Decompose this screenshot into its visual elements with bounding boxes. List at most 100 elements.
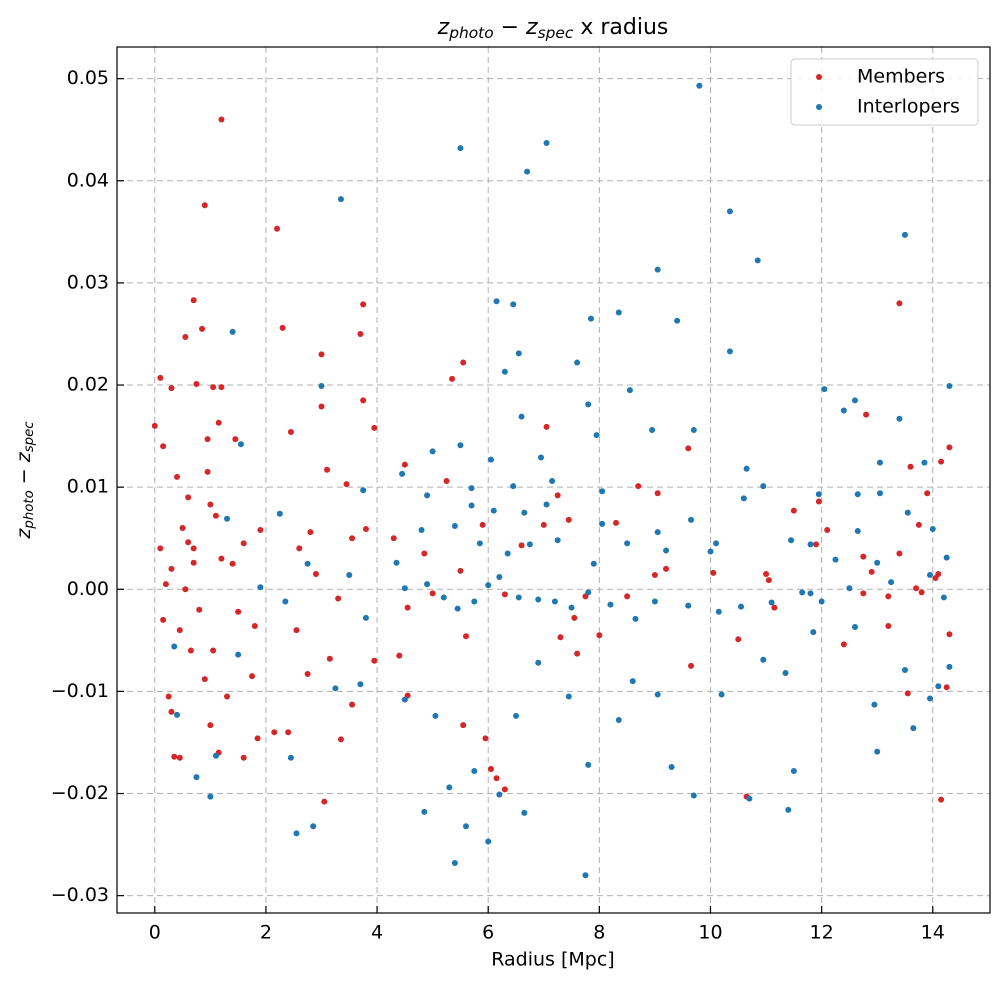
point <box>310 823 317 830</box>
point <box>357 330 364 337</box>
point <box>885 593 892 600</box>
point <box>176 627 183 634</box>
legend-marker <box>816 104 822 110</box>
point <box>785 806 792 813</box>
point <box>157 374 164 381</box>
point <box>926 571 933 578</box>
point <box>151 422 158 429</box>
point <box>457 442 464 449</box>
point <box>462 633 469 640</box>
point <box>946 663 953 670</box>
point <box>840 641 847 648</box>
label-part: photo <box>22 490 37 529</box>
point <box>649 426 656 433</box>
point <box>346 571 353 578</box>
point <box>487 766 494 773</box>
point <box>171 753 178 760</box>
point <box>946 383 953 390</box>
point <box>371 424 378 431</box>
point <box>493 775 500 782</box>
point <box>487 456 494 463</box>
point <box>938 458 945 465</box>
point <box>237 441 244 448</box>
point <box>224 515 231 522</box>
point <box>688 516 695 523</box>
point <box>585 401 592 408</box>
point <box>157 545 164 552</box>
point <box>524 168 531 175</box>
point <box>390 535 397 542</box>
point <box>235 651 242 658</box>
point <box>599 520 606 527</box>
point <box>285 729 292 736</box>
point <box>690 426 697 433</box>
point <box>187 647 194 654</box>
point <box>740 495 747 502</box>
point <box>921 459 928 466</box>
point <box>185 494 192 501</box>
point <box>343 481 350 488</box>
point <box>871 701 878 708</box>
point <box>868 568 875 575</box>
point <box>807 541 814 548</box>
point <box>549 478 556 485</box>
point <box>176 754 183 761</box>
point <box>874 748 881 755</box>
point <box>915 521 922 528</box>
point <box>349 535 356 542</box>
point <box>182 334 189 341</box>
point <box>318 403 325 410</box>
point <box>360 301 367 308</box>
point <box>651 571 658 578</box>
point <box>901 666 908 673</box>
point <box>926 695 933 702</box>
label-part: z <box>525 15 538 40</box>
point <box>924 490 931 497</box>
point <box>332 685 339 692</box>
point <box>235 608 242 615</box>
point <box>318 383 325 390</box>
point <box>190 297 197 304</box>
point <box>754 257 761 264</box>
point <box>418 527 425 534</box>
point <box>510 301 517 308</box>
point <box>726 348 733 355</box>
point <box>229 560 236 567</box>
point <box>257 527 264 534</box>
point <box>935 570 942 577</box>
point <box>582 872 589 879</box>
point <box>165 693 172 700</box>
point <box>651 598 658 605</box>
point <box>257 584 264 591</box>
point <box>274 225 281 232</box>
point <box>685 445 692 452</box>
point <box>160 443 167 450</box>
point <box>943 554 950 561</box>
point <box>663 547 670 554</box>
label-part: spec <box>22 421 37 453</box>
point <box>307 529 314 536</box>
point <box>738 603 745 610</box>
point <box>490 507 497 514</box>
point <box>193 381 200 388</box>
point <box>207 793 214 800</box>
point <box>404 604 411 611</box>
point <box>362 526 369 533</box>
x-tick-label: 14 <box>921 922 945 944</box>
point <box>874 559 881 566</box>
x-tick-label: 12 <box>810 922 834 944</box>
point <box>293 627 300 634</box>
point <box>207 501 214 508</box>
point <box>588 315 595 322</box>
point <box>471 768 478 775</box>
point <box>815 498 822 505</box>
point <box>943 684 950 691</box>
point <box>946 631 953 638</box>
point <box>654 691 661 698</box>
point <box>876 490 883 497</box>
point <box>760 656 767 663</box>
point <box>276 510 283 517</box>
point <box>440 594 447 601</box>
point <box>910 725 917 732</box>
